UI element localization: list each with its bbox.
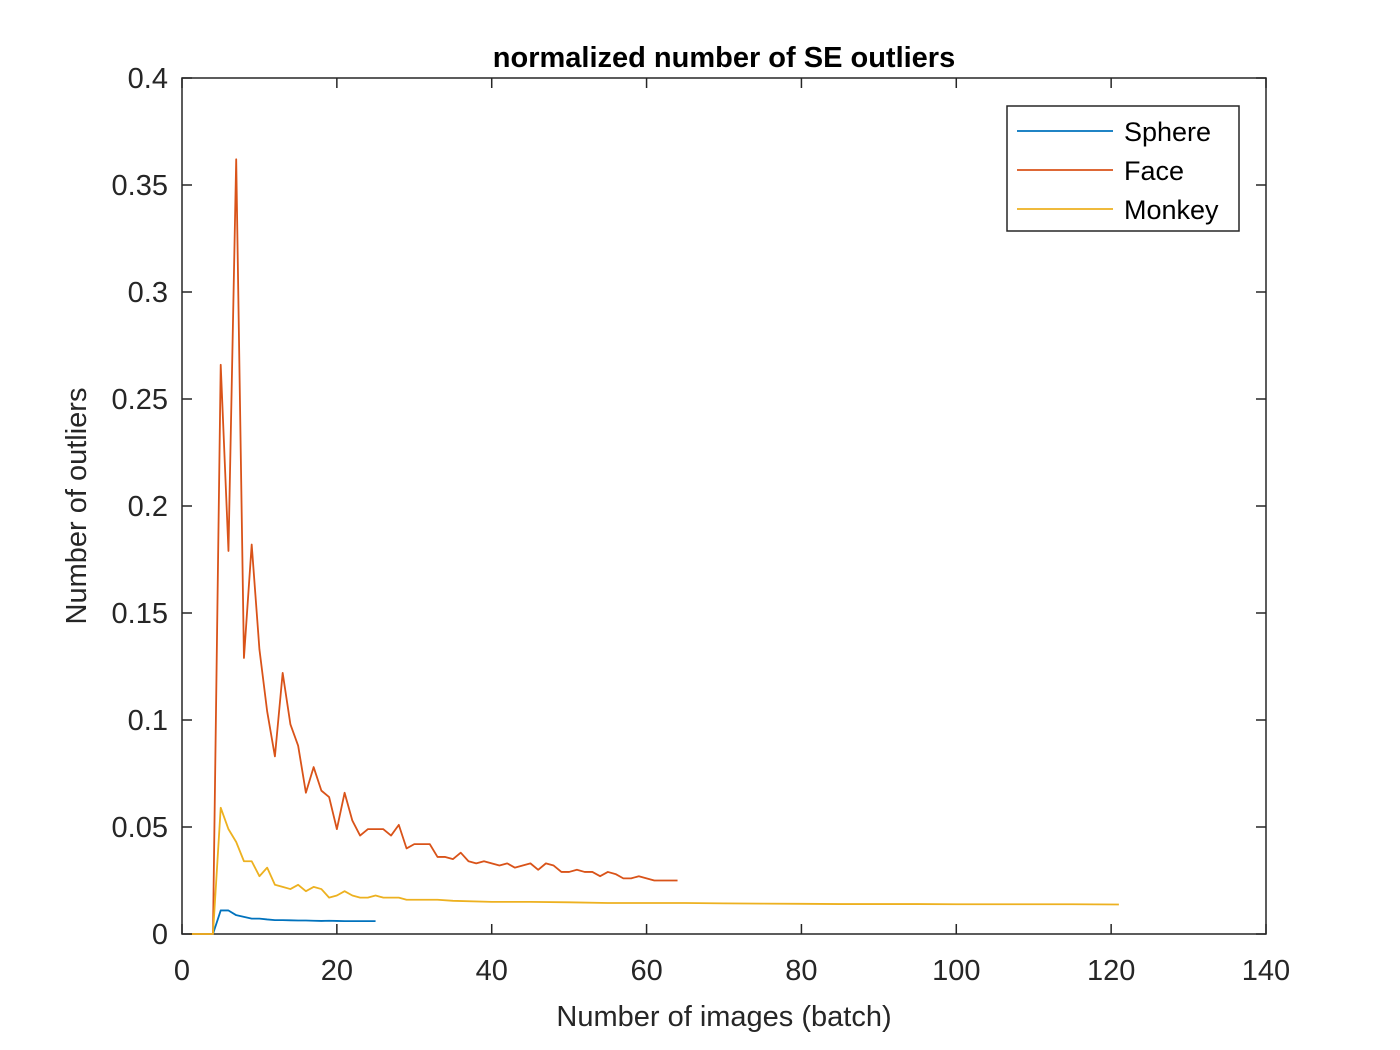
legend-label-sphere: Sphere [1124,117,1211,147]
legend: Sphere Face Monkey [1006,105,1240,232]
x-axis-label: Number of images (batch) [556,1001,891,1033]
y-tick-label: 0.25 [112,384,168,416]
x-tick-label: 80 [785,955,817,987]
series-line-face [189,158,678,935]
legend-box [1006,105,1240,232]
y-tick-label: 0.15 [112,598,168,630]
y-tick-label: 0.2 [128,491,168,523]
legend-label-face: Face [1124,156,1184,186]
x-tick-label: 20 [321,955,353,987]
series-line-monkey [189,806,1119,935]
x-tick-label: 40 [476,955,508,987]
x-tick-label: 60 [630,955,662,987]
y-tick-label: 0.1 [128,705,168,737]
chart-title: normalized number of SE outliers [493,42,955,74]
y-tick-label: 0.35 [112,170,168,202]
x-tick-label: 140 [1242,955,1290,987]
y-tick-label: 0 [152,919,168,951]
y-tick-label: 0.4 [128,63,168,95]
y-tick-label: 0.05 [112,812,168,844]
x-tick-label: 0 [174,955,190,987]
x-tick-label: 100 [932,955,980,987]
x-tick-label: 120 [1087,955,1135,987]
legend-label-monkey: Monkey [1124,195,1219,225]
series-layer [189,158,1119,935]
y-tick-label: 0.3 [128,277,168,309]
y-axis-label: Number of outliers [61,388,93,625]
tick-layer: 0 20 40 60 80 100 120 140 0 0.05 0.1 0.15 0.2 0.25 0.3… [112,63,1291,987]
series-line-sphere [189,909,376,935]
